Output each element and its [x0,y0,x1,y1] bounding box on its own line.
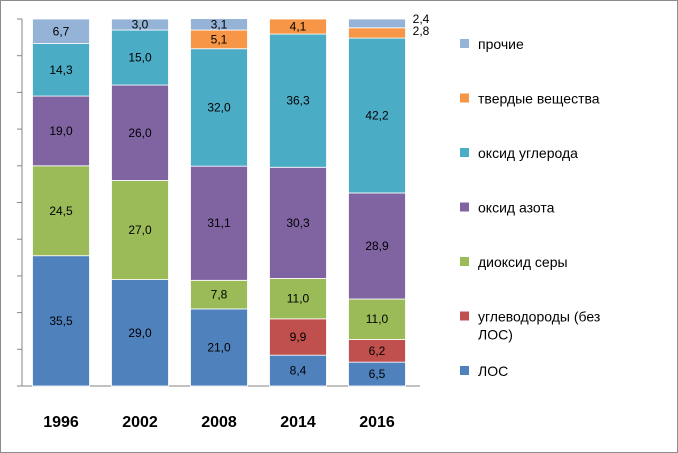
bar-segment [32,43,90,97]
data-label: 7,8 [211,288,228,302]
bar-segment [269,278,327,320]
legend-label: диоксид серы [478,254,568,270]
legend-swatch [460,366,469,375]
data-label: 26,0 [128,126,152,140]
bar-segment [348,27,406,39]
legend-item: твердые вещества [460,91,600,107]
bar-segment [111,29,169,86]
category-labels-group: 1996 2002 2008 2014 2016 [43,414,395,431]
data-label: 11,0 [366,312,389,326]
bar-segment [348,298,406,340]
data-label: 3,1 [211,17,228,31]
legend-label: оксид азота [478,200,555,216]
bar-segment [32,165,90,257]
data-label: 36,3 [286,94,310,108]
legend-swatch [460,202,469,212]
bar-segment [190,279,248,310]
data-label: 11,0 [287,292,310,306]
legend-label: оксид углерода [478,145,578,161]
legend-label: твердые вещества [478,91,600,107]
data-label: 19,0 [49,124,73,138]
legend-swatch [460,311,469,321]
legend-item: оксид азота [460,200,555,216]
data-label: 3,0 [132,18,149,32]
data-label: 28,9 [365,239,389,253]
data-label: 31,1 [207,216,231,230]
data-label: 42,2 [365,109,389,123]
bar-segment [111,279,169,387]
data-label: 15,0 [128,51,152,65]
legend-swatch [460,93,469,103]
legend: прочие твердые вещества оксид углерода окси… [460,36,600,379]
bar-segment [348,18,406,29]
bar-segment [269,18,327,35]
legend-swatch [460,39,469,48]
bar-segment [111,18,169,31]
bar-segment [269,318,327,356]
bar-segment [190,48,248,167]
data-label: 9,9 [290,330,307,344]
data-label: 6,5 [369,367,386,381]
bar-segment [111,84,169,181]
bar-segment [111,180,169,280]
data-label: 8,4 [290,364,307,378]
data-label: 2,4 [413,12,430,26]
bar-segment [32,255,90,387]
bar-segment [32,18,90,44]
bar-segment [190,18,248,31]
bar-segment [269,354,327,387]
data-label: 14,3 [49,63,73,77]
legend-item: ЛОС [460,363,508,379]
data-label: 27,0 [128,223,152,237]
bar-segment [190,165,248,281]
legend-item: диоксид серы [460,254,568,270]
legend-label: прочие [478,36,524,52]
legend-item: оксид углерода [460,145,578,161]
data-label: 6,2 [369,344,386,358]
bar-segment [348,192,406,300]
legend-swatch [460,257,469,266]
legend-item: прочие [460,36,524,52]
data-label: 32,0 [207,100,231,114]
category-label: 2016 [359,414,395,431]
data-label: 6,7 [53,24,70,38]
data-label: 2,8 [413,24,430,38]
bar-segment [32,95,90,167]
category-label: 2014 [280,414,316,431]
data-label: 29,0 [128,326,152,340]
data-label: 21,0 [207,340,231,354]
legend-item: углеводороды (без ЛОС) [460,309,600,343]
bar-segment [190,308,248,387]
data-label: 24,5 [49,204,73,218]
category-label: 1996 [43,414,79,431]
legend-label: ЛОС) [478,327,513,343]
category-label: 2002 [122,414,158,431]
bar-segment [269,33,327,168]
data-label: 5,1 [211,32,228,46]
data-label: 35,5 [49,314,73,328]
legend-label: углеводороды (без [478,309,600,325]
legend-label: ЛОС [478,363,508,379]
bars-group [32,18,406,387]
category-label: 2008 [201,414,237,431]
data-label: 30,3 [286,216,310,230]
bar-segment [269,166,327,279]
data-label: 4,1 [290,20,307,34]
data-labels-group: 35,5 24,5 19,0 14,3 6,7 29,0 27,0 26,0 15,0 3,0 21… [49,12,429,381]
legend-swatch [460,148,469,157]
